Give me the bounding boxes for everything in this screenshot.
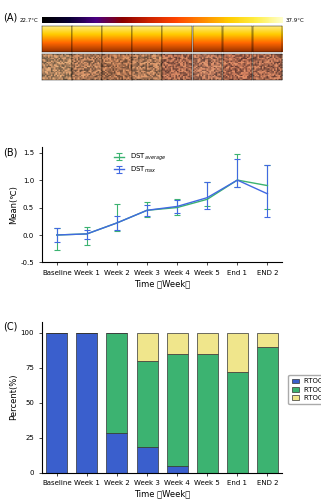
Bar [167,333,188,354]
Bar [107,434,127,472]
Bar [257,333,278,347]
Legend: RTOG 0, RTOG 1, RTOG 2: RTOG 0, RTOG 1, RTOG 2 [288,375,321,404]
Y-axis label: Mean(℃): Mean(℃) [9,186,18,224]
Bar [136,448,158,472]
Bar [107,333,127,434]
Text: (C): (C) [3,322,18,332]
Bar [167,354,188,466]
X-axis label: Time （Week）: Time （Week） [134,489,190,498]
Text: (B): (B) [3,147,18,157]
Text: (A): (A) [3,12,17,22]
Text: 37.9°C: 37.9°C [286,18,304,23]
Text: 22.7°C: 22.7°C [20,18,39,23]
Bar [197,333,218,354]
Bar [136,361,158,448]
Bar [227,333,248,372]
Bar [257,347,278,472]
Bar [227,372,248,472]
Bar [197,354,218,472]
Bar [136,333,158,361]
Legend: DST$_{average}$, DST$_{max}$: DST$_{average}$, DST$_{max}$ [113,150,167,176]
X-axis label: Time （Week）: Time （Week） [134,279,190,288]
Bar [167,466,188,472]
Bar [46,333,67,472]
Bar [76,333,97,472]
Y-axis label: Percent(%): Percent(%) [9,374,18,420]
